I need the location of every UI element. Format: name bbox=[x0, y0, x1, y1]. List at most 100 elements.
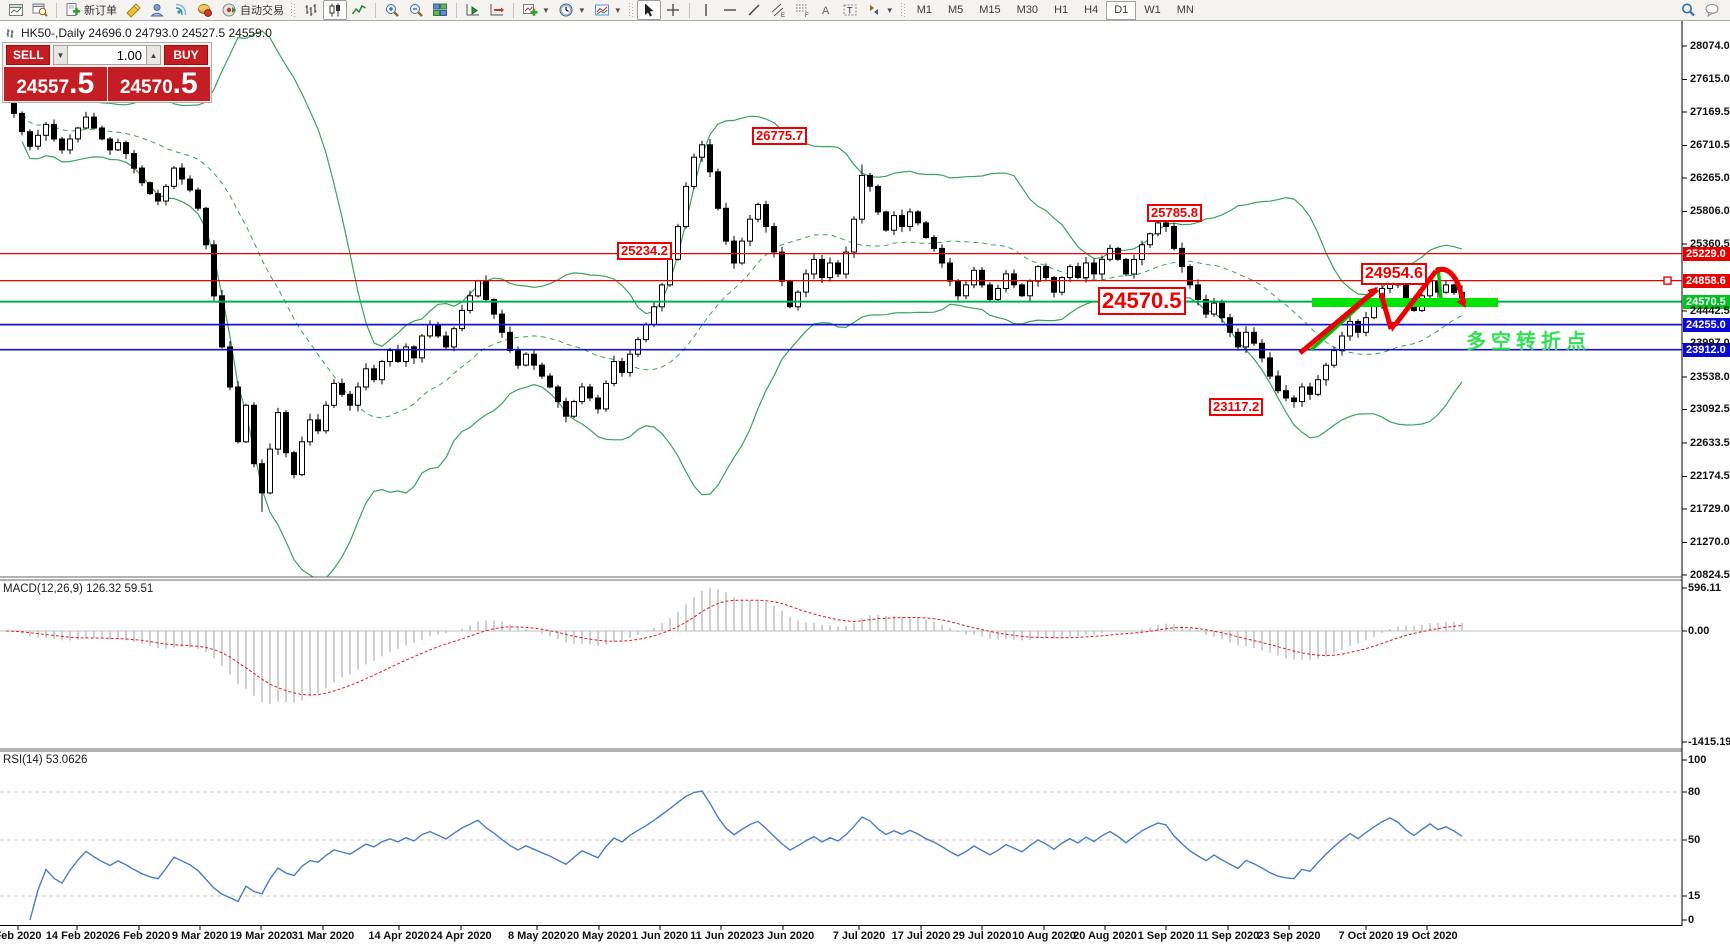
bar-chart-button[interactable] bbox=[299, 0, 323, 20]
price-callout-label[interactable]: 26775.7 bbox=[752, 127, 807, 146]
macd-histogram bbox=[13, 588, 1463, 704]
svg-text:F: F bbox=[805, 13, 809, 18]
price-callout-label[interactable]: 25785.8 bbox=[1147, 204, 1202, 223]
crosshair-icon bbox=[666, 4, 679, 16]
autotrading-button[interactable]: 自动交易 bbox=[217, 0, 288, 20]
tile-windows-button[interactable] bbox=[428, 0, 452, 20]
crosshair-button[interactable] bbox=[661, 0, 685, 20]
trendline-icon bbox=[748, 4, 760, 16]
chart-shift-icon bbox=[490, 4, 504, 16]
sell-price-box[interactable]: 24557.5 bbox=[4, 67, 107, 101]
signals-button[interactable] bbox=[169, 0, 193, 20]
timeframe-button-m30[interactable]: M30 bbox=[1016, 4, 1039, 16]
arrows-tool-button[interactable]: ▼ bbox=[862, 0, 898, 20]
fibonacci-icon: F bbox=[795, 4, 809, 18]
channel-icon: E bbox=[771, 3, 785, 18]
pane-frame bbox=[0, 21, 1687, 930]
candlestick-chart-button[interactable] bbox=[323, 0, 347, 20]
metaeditor-button[interactable] bbox=[121, 0, 145, 20]
buy-button[interactable]: BUY bbox=[164, 45, 208, 65]
community-button[interactable] bbox=[145, 0, 169, 20]
price-callout-label[interactable]: 25234.2 bbox=[617, 242, 672, 261]
timeframe-button-m1[interactable]: M1 bbox=[916, 4, 932, 16]
trendline-button[interactable] bbox=[742, 0, 766, 20]
template-icon bbox=[594, 4, 609, 16]
bollinger-middle-line bbox=[21, 114, 1463, 419]
shapes-icon bbox=[869, 5, 878, 15]
buy-price-box[interactable]: 24570.5 bbox=[107, 67, 210, 101]
sell-button[interactable]: SELL bbox=[6, 45, 50, 65]
text-a-icon: A bbox=[822, 5, 830, 17]
volume-decrease-button[interactable]: ▼ bbox=[53, 45, 68, 65]
community-user-icon bbox=[150, 4, 164, 17]
zoom-out-button[interactable] bbox=[404, 0, 428, 20]
metaeditor-icon bbox=[126, 3, 141, 18]
green-highlight-bar bbox=[1312, 298, 1498, 307]
cursor-button[interactable] bbox=[636, 0, 661, 20]
price-callout-label[interactable]: 24954.6 bbox=[1361, 263, 1427, 285]
toolbar-grip bbox=[291, 3, 296, 17]
autotrading-label: 自动交易 bbox=[240, 5, 284, 17]
chat-icon[interactable] bbox=[1704, 2, 1720, 18]
dropdown-arrow-icon: ▼ bbox=[885, 5, 894, 15]
price-pane bbox=[0, 30, 1682, 577]
timeframe-bar: M1 M5 M15 M30 H1 H4 D1 W1 MN bbox=[909, 0, 1202, 20]
dropdown-arrow-icon: ▼ bbox=[542, 5, 550, 15]
one-click-trading-panel: SELL ▼ ▲ BUY 24557.5 24570.5 bbox=[2, 42, 212, 103]
timeframe-button-h4[interactable]: H4 bbox=[1084, 4, 1099, 16]
line-chart-button[interactable] bbox=[347, 0, 371, 20]
price-callout-label[interactable]: 24570.5 bbox=[1098, 287, 1186, 316]
new-order-icon bbox=[66, 3, 80, 16]
horizontal-line-button[interactable] bbox=[718, 0, 742, 20]
sell-price-pip: .5 bbox=[69, 67, 95, 100]
chart-shift-button[interactable] bbox=[485, 0, 509, 20]
volume-input[interactable] bbox=[68, 45, 146, 65]
market-button[interactable] bbox=[193, 0, 217, 20]
bollinger-bands bbox=[21, 30, 1463, 577]
macd-pane bbox=[0, 587, 1687, 743]
horizontal-line-icon bbox=[723, 9, 736, 11]
dropdown-arrow-icon: ▼ bbox=[577, 5, 586, 15]
sell-price-main: 24557 bbox=[16, 77, 70, 98]
indicators-button[interactable]: ▼ bbox=[518, 0, 554, 20]
search-icon[interactable] bbox=[1680, 2, 1696, 18]
auto-scroll-button[interactable] bbox=[461, 0, 485, 20]
profiles-button[interactable] bbox=[28, 0, 52, 20]
new-chart-button[interactable] bbox=[4, 0, 28, 20]
timeframe-button-mn[interactable]: MN bbox=[1176, 4, 1194, 16]
timeframe-button-h1[interactable]: H1 bbox=[1054, 4, 1069, 16]
volume-increase-button[interactable]: ▲ bbox=[146, 45, 161, 65]
bollinger-lower-line bbox=[21, 141, 1463, 577]
text-label-button[interactable]: T bbox=[838, 0, 862, 20]
chart-window-icon bbox=[9, 4, 23, 16]
timeframe-button-m15[interactable]: M15 bbox=[979, 4, 1001, 16]
vertical-line-button[interactable] bbox=[694, 0, 718, 20]
timeframe-button-w1[interactable]: W1 bbox=[1144, 4, 1161, 16]
volume-stepper: ▼ ▲ bbox=[53, 45, 161, 65]
line-drag-marker bbox=[1663, 276, 1672, 285]
timeframe-button-d1[interactable]: D1 bbox=[1106, 0, 1137, 20]
templates-button[interactable]: ▼ bbox=[590, 0, 626, 20]
market-icon bbox=[198, 4, 212, 17]
timeframe-button-m5[interactable]: M5 bbox=[947, 4, 964, 16]
zoom-in-button[interactable] bbox=[380, 0, 404, 20]
equidistant-channel-button[interactable]: E bbox=[766, 0, 790, 20]
text-label-icon: T bbox=[843, 4, 857, 16]
new-order-button[interactable]: 新订单 bbox=[61, 0, 121, 20]
tile-windows-icon bbox=[433, 3, 447, 16]
vertical-line-icon bbox=[705, 4, 707, 16]
periods-button[interactable]: ▼ bbox=[554, 0, 590, 20]
zoom-out-icon bbox=[410, 4, 423, 17]
main-toolbar: 新订单 自动交易 ▼ ▼ ▼ E F A T ▼ bbox=[0, 0, 1730, 21]
svg-text:E: E bbox=[781, 13, 785, 18]
fibonacci-button[interactable]: F bbox=[790, 0, 814, 20]
price-callout-label[interactable]: 23117.2 bbox=[1209, 398, 1264, 417]
profile-magnifier-icon bbox=[32, 3, 48, 17]
auto-scroll-icon bbox=[466, 4, 479, 16]
candlestick-chart-icon bbox=[329, 3, 340, 17]
text-tool-button[interactable]: A bbox=[814, 0, 838, 20]
toolbar-grip bbox=[628, 3, 634, 17]
clock-icon bbox=[559, 3, 573, 17]
candles-layer bbox=[3, 85, 1465, 512]
